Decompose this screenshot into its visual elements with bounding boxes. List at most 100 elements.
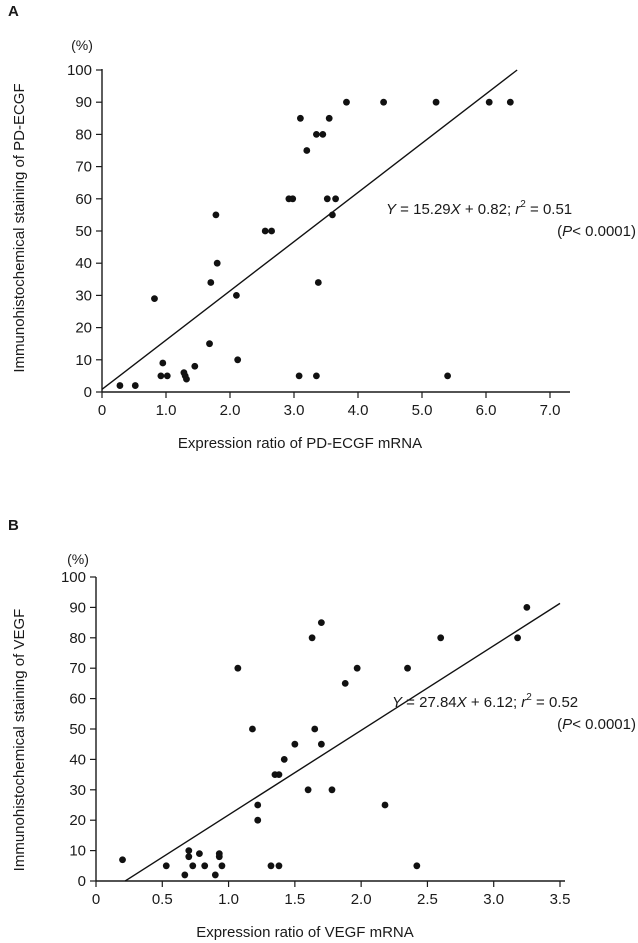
y-tick-label: 30 (69, 782, 86, 799)
data-point (308, 634, 316, 642)
panel-b-eq-y: Y (392, 694, 403, 711)
data-point (514, 634, 521, 642)
data-point (119, 856, 126, 864)
data-point (201, 862, 209, 870)
data-point (234, 664, 242, 672)
x-tick-label: 1.5 (284, 891, 305, 908)
x-tick-label: 3.0 (284, 402, 305, 419)
y-tick-label: 70 (75, 159, 92, 176)
panel-a-eq-rest: + 0.82; (461, 201, 516, 218)
y-tick-label: 10 (69, 843, 86, 860)
data-point (185, 847, 193, 854)
data-point (215, 853, 223, 861)
x-tick-label: 2.0 (351, 891, 372, 908)
y-tick-label: 70 (69, 660, 86, 677)
x-tick-label: 6.0 (476, 402, 497, 419)
data-point (191, 362, 199, 370)
data-point (234, 356, 242, 364)
data-point (353, 664, 361, 672)
data-point (304, 786, 312, 794)
data-point (381, 801, 389, 809)
data-point (211, 871, 219, 879)
y-tick-label: 80 (75, 126, 92, 143)
panel-b-p-rest: < 0.0001) (572, 716, 636, 733)
data-point (261, 227, 269, 235)
x-tick-label: 1.0 (218, 891, 239, 908)
panel-a-eq-mid: = 15.29 (396, 201, 451, 218)
data-point (183, 375, 190, 383)
panel-b-y-axis-title: Immunohistochemical staining of VEGF (11, 609, 28, 872)
panel-b-eq-r: r (521, 694, 527, 711)
panel-a-regression (101, 69, 518, 390)
x-tick-label: 5.0 (412, 402, 433, 419)
y-tick-label: 80 (69, 630, 86, 647)
panel-a-pvalue: (P< 0.0001) (557, 223, 636, 240)
y-tick-label: 0 (84, 384, 92, 401)
data-point (295, 372, 303, 380)
y-tick-label: 90 (75, 94, 92, 111)
panel-b-x-ticks: 0 0.5 1.0 1.5 2.0 2.5 3.0 3.5 (92, 881, 571, 908)
x-tick-label: 0 (92, 891, 100, 908)
data-point (196, 850, 203, 858)
data-point (303, 147, 311, 154)
panel-a-y-ticks: 0 10 20 30 40 50 60 70 80 90 100 (67, 62, 102, 401)
panel-a-p-rest: < 0.0001) (572, 223, 636, 240)
data-point (289, 195, 297, 203)
panel-b-letter: B (8, 517, 19, 534)
x-tick-label: 4.0 (348, 402, 369, 419)
data-point (297, 114, 304, 122)
data-point (444, 372, 451, 380)
data-point (325, 114, 333, 122)
data-point (254, 816, 262, 824)
data-point (212, 211, 220, 219)
y-tick-label: 60 (75, 191, 92, 208)
data-point (332, 195, 339, 203)
data-point (233, 292, 240, 299)
y-tick-label: 40 (75, 255, 92, 272)
panel-a-eq-sup: 2 (520, 199, 526, 210)
data-point (323, 195, 331, 203)
y-tick-label: 100 (67, 62, 92, 79)
x-tick-label: 3.5 (550, 891, 571, 908)
regression-line (124, 602, 561, 882)
panel-b-y-ticks: 0 10 20 30 40 50 60 70 80 90 100 (61, 569, 96, 890)
panel-a-eq-x: X (450, 201, 462, 218)
panel-b-equation: Y = 27.84X + 6.12; r2 = 0.52 (392, 692, 578, 711)
regression-line (101, 69, 518, 390)
panel-a-x-ticks: 0 1.0 2.0 3.0 4.0 5.0 6.0 7.0 (98, 392, 560, 419)
data-point (319, 131, 327, 138)
data-point (329, 211, 336, 219)
panel-a-p-open: ( (557, 223, 562, 240)
panel-a-eq-r: r (515, 201, 521, 218)
panel-b-x-axis-title: Expression ratio of VEGF mRNA (196, 924, 414, 941)
panel-a-letter: A (8, 3, 19, 20)
data-point (311, 725, 319, 733)
data-point (254, 801, 262, 809)
data-point (268, 227, 275, 235)
data-point (213, 259, 221, 267)
panel-a-x-axis-title: Expression ratio of PD-ECGF mRNA (178, 435, 422, 452)
panel-b-unit-label: (%) (67, 551, 89, 567)
data-point (206, 340, 213, 348)
y-tick-label: 30 (75, 287, 92, 304)
panel-b-p-open: ( (557, 716, 562, 733)
panel-b-regression (124, 602, 561, 882)
data-point (523, 604, 531, 611)
panel-b-points (119, 604, 531, 879)
data-point (343, 98, 350, 106)
data-point (185, 853, 193, 861)
data-point (437, 634, 445, 642)
data-point (189, 862, 197, 870)
panel-b-eq-rest: + 6.12; (467, 694, 522, 711)
data-point (341, 680, 349, 687)
panel-a-points (116, 98, 514, 389)
data-point (275, 771, 283, 778)
data-point (313, 372, 320, 380)
panel-a-p-sym: P (562, 223, 572, 240)
data-point (317, 740, 325, 748)
data-point (506, 98, 514, 106)
panel-a-eq-y: Y (386, 201, 397, 218)
panel-b-pvalue: (P< 0.0001) (557, 716, 636, 733)
x-tick-label: 2.5 (417, 891, 438, 908)
data-point (207, 279, 215, 286)
